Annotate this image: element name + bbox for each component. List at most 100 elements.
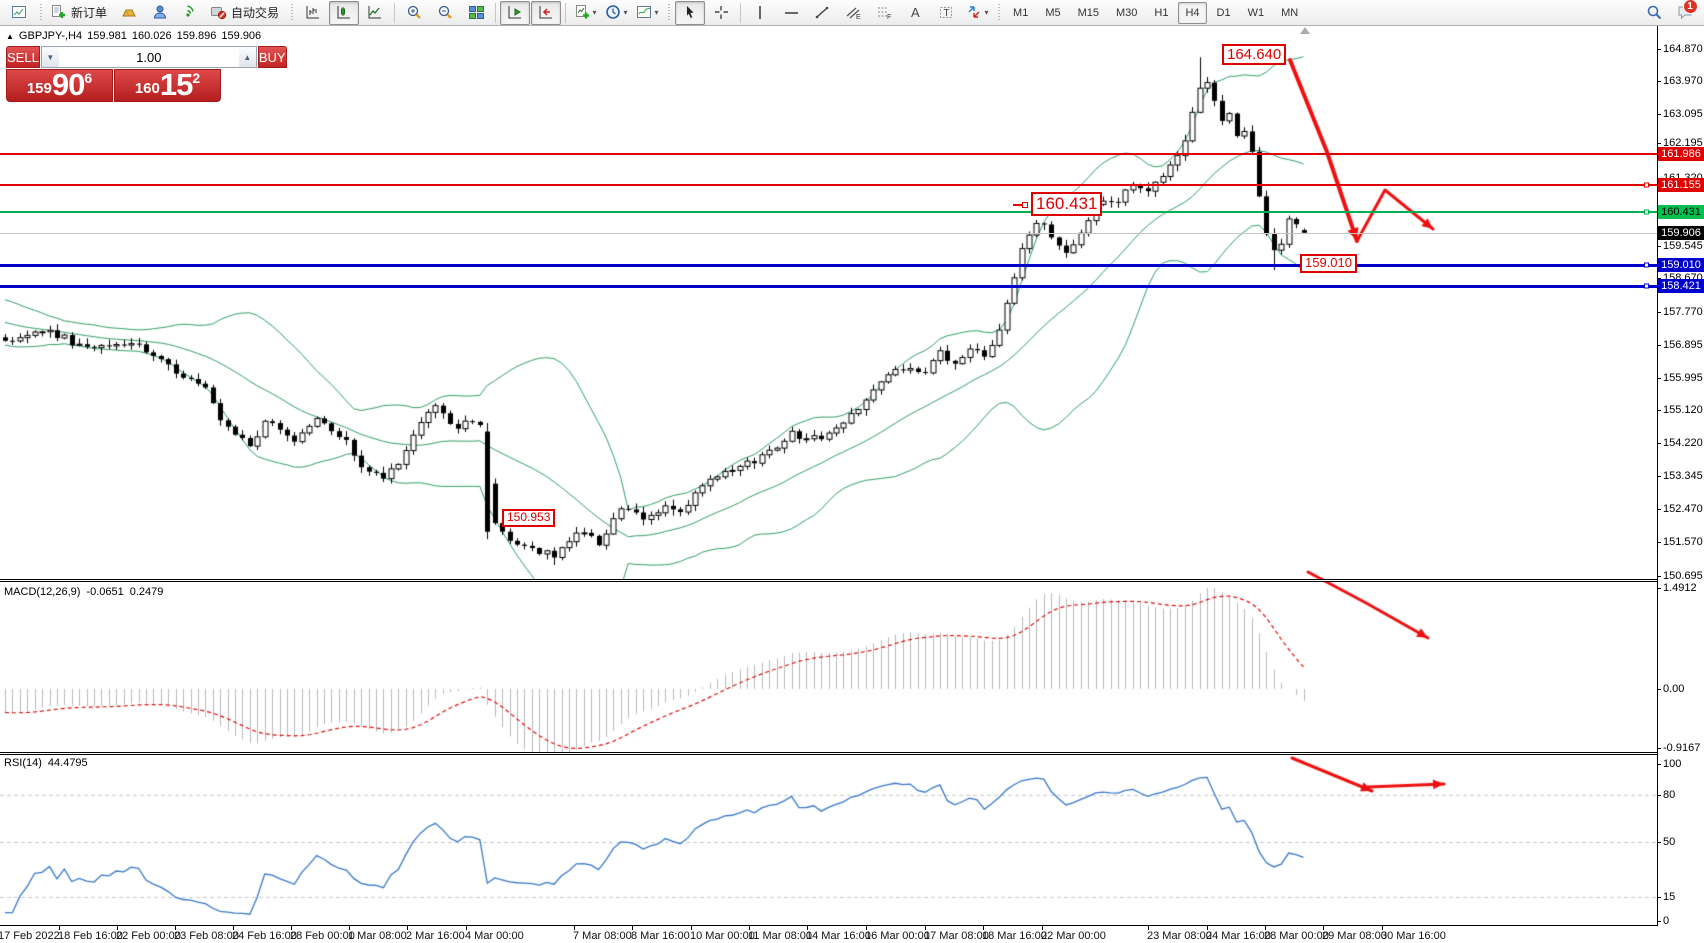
zoomout-icon: [437, 4, 454, 21]
crosshair-icon: [713, 4, 730, 21]
time-axis-label: 17 Feb 2022: [0, 930, 60, 942]
periods-button[interactable]: ▾: [601, 1, 631, 25]
horizontal-line-160.431[interactable]: [0, 209, 1657, 215]
timeframe-w1-button[interactable]: W1: [1247, 6, 1265, 19]
price-callout-159.010[interactable]: 159.010: [1300, 254, 1357, 273]
buy-button[interactable]: BUY: [257, 46, 287, 68]
timeframe-m5-button[interactable]: M5: [1045, 6, 1061, 19]
toolbar-grip[interactable]: [289, 3, 295, 22]
community-button[interactable]: [145, 1, 175, 25]
macd-label: MACD(12,26,9) -0.0651 0.2479: [4, 586, 163, 598]
cursor-button[interactable]: [675, 0, 706, 25]
time-axis-tick: [925, 926, 926, 930]
arrows-button[interactable]: ▾: [962, 1, 992, 25]
price-callout-150.953[interactable]: 150.953: [502, 509, 556, 527]
line-handle[interactable]: [1644, 283, 1649, 289]
crosshair-button[interactable]: [706, 1, 736, 25]
line-handle[interactable]: [1644, 209, 1649, 215]
price-callout-164.640[interactable]: 164.640: [1222, 44, 1287, 66]
time-axis-tick: [574, 926, 575, 930]
labelT-icon: T: [938, 4, 955, 21]
price-tag-161.155[interactable]: 161.155: [1658, 178, 1704, 192]
collapse-arrow-icon[interactable]: ▲: [6, 31, 14, 41]
zoom-out-button[interactable]: [430, 1, 460, 25]
timeframe-m1-button[interactable]: M1: [1013, 6, 1029, 19]
horizontal-line-158.421[interactable]: [0, 283, 1657, 289]
volume-input[interactable]: [58, 47, 239, 67]
timeframe-m15-button[interactable]: M15: [1077, 6, 1099, 19]
buy-price-pip: 2: [192, 70, 201, 86]
timeframe-d1-button[interactable]: D1: [1216, 6, 1231, 19]
pane-separator-rsi[interactable]: [0, 752, 1658, 755]
main-chart-canvas[interactable]: [0, 26, 1657, 579]
axis-tick: [1657, 542, 1661, 543]
search-button[interactable]: [1639, 1, 1669, 25]
timeframe-m30-button[interactable]: M30: [1116, 6, 1138, 19]
chart-window-icon: [11, 4, 28, 21]
line-chart-button[interactable]: [360, 1, 390, 25]
toolbar-separator: [394, 2, 396, 23]
sell-button[interactable]: SELL: [6, 46, 40, 68]
price-tag-161.986[interactable]: 161.986: [1658, 147, 1704, 161]
candles-icon: [336, 4, 353, 21]
notifications-button[interactable]: 1: [1670, 0, 1700, 25]
pane-separator-macd[interactable]: [0, 579, 1658, 582]
macd-pane-canvas[interactable]: [0, 581, 1657, 752]
autotrading-button[interactable]: 自动交易: [207, 1, 285, 25]
price-axis-label: 163.095: [1663, 108, 1703, 120]
fibonacci-button[interactable]: F: [869, 1, 899, 25]
indicators-button[interactable]: ▾: [570, 1, 600, 25]
price-callout-160.431[interactable]: 160.431: [1031, 192, 1103, 216]
line-handle[interactable]: [1644, 182, 1649, 188]
callout-handle[interactable]: [1022, 202, 1028, 208]
toolbar-grip[interactable]: [666, 3, 672, 22]
new-chart-button[interactable]: [4, 1, 34, 25]
timeframe-mn-button[interactable]: MN: [1281, 6, 1299, 19]
text-button[interactable]: A: [900, 1, 930, 25]
gold-button[interactable]: [114, 1, 144, 25]
channel-button[interactable]: E: [838, 1, 868, 25]
label-button[interactable]: T: [931, 1, 961, 25]
vertical-line-button[interactable]: [745, 1, 775, 25]
volume-increase-button[interactable]: ▲: [238, 47, 256, 67]
trendline-button[interactable]: [807, 1, 837, 25]
tile-windows-button[interactable]: [461, 1, 491, 25]
bar-chart-button[interactable]: [298, 1, 328, 25]
time-axis-label: 14 Mar 16:00: [806, 930, 871, 942]
time-axis[interactable]: 17 Feb 2022 18 Feb 16:00 22 Feb 00:00 23 Fe…: [0, 925, 1658, 943]
horizontal-line-161.986[interactable]: [0, 153, 1657, 155]
toolbar-grip[interactable]: [38, 3, 43, 22]
timeframe-h1-button[interactable]: H1: [1154, 6, 1169, 19]
horizontal-line-159.010[interactable]: [0, 262, 1657, 268]
price-tag-159.906[interactable]: 159.906: [1658, 226, 1704, 240]
candlestick-button[interactable]: [329, 0, 360, 25]
horizontal-line-button[interactable]: [776, 1, 806, 25]
svg-text:A: A: [911, 5, 920, 20]
volume-decrease-button[interactable]: ▼: [41, 47, 59, 67]
buy-price-button[interactable]: 160 15 2: [114, 69, 221, 102]
auto-scroll-button[interactable]: [500, 0, 531, 25]
trendline-icon: [814, 4, 831, 21]
timeframe-h4-button[interactable]: H4: [1178, 1, 1207, 24]
macd-value-signal: 0.2479: [129, 586, 164, 598]
time-axis-tick: [1207, 926, 1208, 930]
rsi-pane-canvas[interactable]: [0, 755, 1657, 925]
horizontal-line-161.155[interactable]: [0, 182, 1657, 188]
new-order-button[interactable]: 新订单: [47, 1, 113, 25]
signals-button[interactable]: [176, 1, 206, 25]
price-tag-159.010[interactable]: 159.010: [1658, 258, 1704, 272]
chart-shift-button[interactable]: [531, 0, 562, 25]
price-tag-160.431[interactable]: 160.431: [1658, 205, 1704, 219]
svg-text:F: F: [887, 14, 891, 21]
buy-price-main: 15: [159, 67, 193, 102]
axis-tick: [1657, 921, 1661, 922]
templates-button[interactable]: ▾: [632, 1, 662, 25]
toolbar-grip[interactable]: [996, 3, 1002, 22]
axis-tick: [1657, 114, 1661, 115]
zoom-in-button[interactable]: [399, 1, 429, 25]
line-handle[interactable]: [1644, 262, 1649, 268]
macd-value-main: -0.0651: [86, 586, 124, 598]
sell-price-button[interactable]: 159 90 6: [6, 69, 113, 102]
price-tag-158.421[interactable]: 158.421: [1658, 279, 1704, 293]
